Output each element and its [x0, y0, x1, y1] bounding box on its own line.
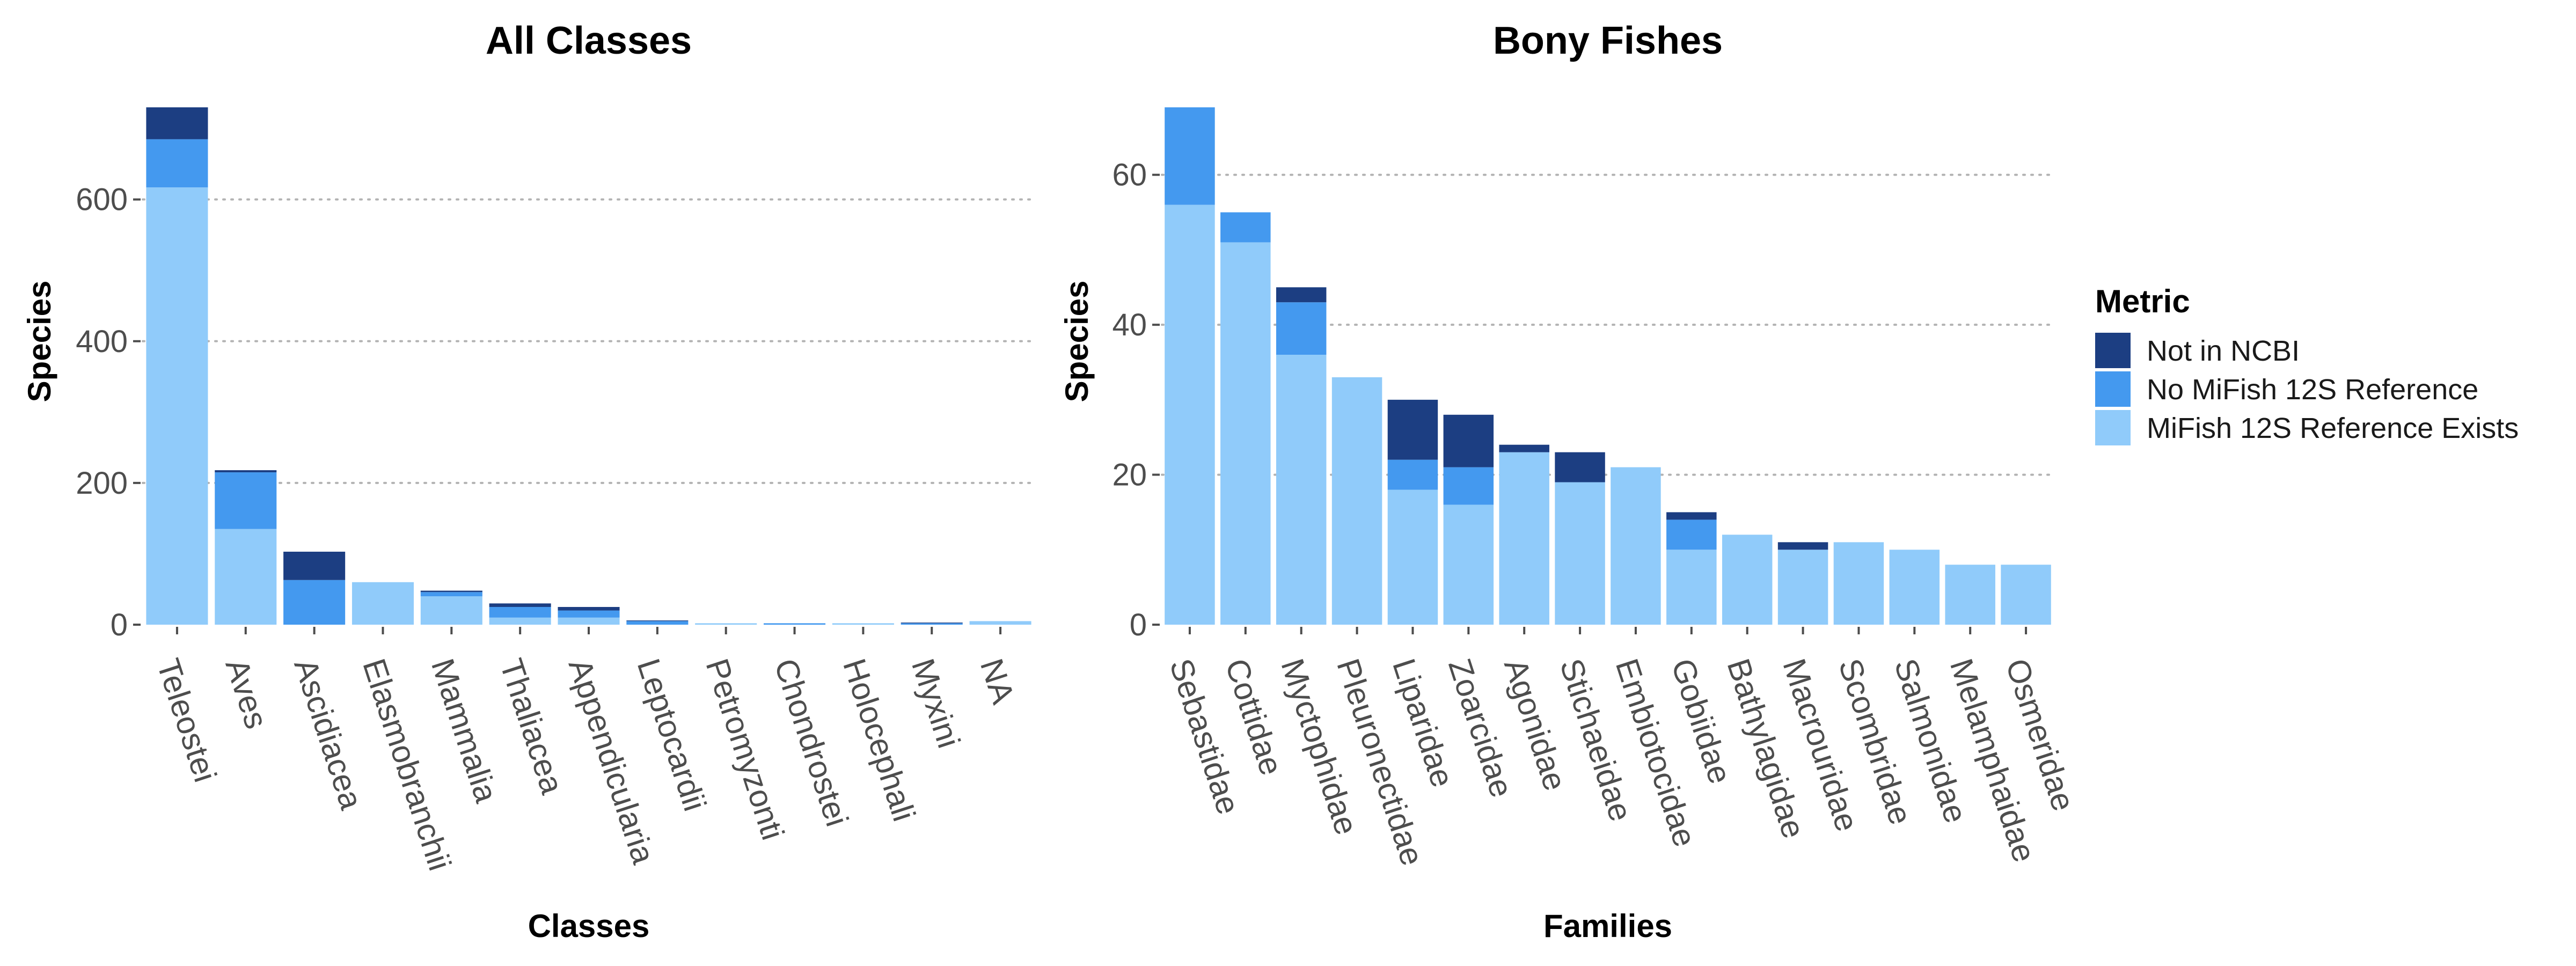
- y-tick-label: 20: [1112, 458, 1147, 493]
- legend-label: No MiFish 12S Reference: [2147, 374, 2478, 406]
- x-tick-label: Leptocardii: [630, 654, 713, 815]
- legend-title: Metric: [2095, 283, 2190, 319]
- bars: [146, 107, 1031, 625]
- bar-segment: [1165, 107, 1215, 205]
- y-axis-title: Species: [1059, 281, 1095, 402]
- bar-segment: [420, 596, 482, 625]
- panel-all-classes: All Classes Species Classes 0 200 400 600 T…: [21, 19, 1036, 944]
- bar-segment: [1777, 550, 1828, 625]
- bar-segment: [1220, 212, 1271, 243]
- legend-swatch: [2095, 410, 2131, 445]
- x-tick-label: Teleostei: [150, 654, 224, 786]
- bar-segment: [1666, 550, 1717, 625]
- bar-segment: [1945, 565, 1995, 625]
- chart-title: All Classes: [486, 19, 692, 62]
- bar-segment: [1499, 444, 1549, 452]
- bar-segment: [146, 187, 208, 625]
- bar-segment: [283, 551, 346, 580]
- bar-segment: [1387, 459, 1438, 490]
- bar-segment: [1220, 242, 1271, 625]
- bar-segment: [215, 529, 277, 625]
- bar-segment: [1443, 504, 1494, 625]
- bar-segment: [1666, 512, 1717, 520]
- legend-swatch: [2095, 371, 2131, 407]
- y-tick-label: 400: [76, 324, 128, 359]
- bar-segment: [489, 617, 551, 625]
- legend-swatch: [2095, 333, 2131, 368]
- bar-segment: [1555, 452, 1605, 482]
- y-tick-labels: 0 200 400 600: [76, 182, 141, 642]
- y-tick-label: 0: [1130, 608, 1147, 642]
- bar-segment: [626, 621, 689, 625]
- bar-segment: [352, 582, 414, 625]
- bar-segment: [1387, 489, 1438, 625]
- bar-segment: [1889, 550, 1940, 625]
- x-axis-title: Families: [1543, 908, 1672, 944]
- x-tick-label: Ascidiacea: [287, 654, 370, 814]
- bar-segment: [215, 470, 277, 473]
- bar-segment: [1722, 535, 1773, 625]
- bar-segment: [969, 621, 1031, 625]
- bar-segment: [489, 606, 551, 618]
- legend-label: MiFish 12S Reference Exists: [2147, 412, 2519, 444]
- bar-segment: [1443, 467, 1494, 505]
- bar-segment: [1666, 519, 1717, 550]
- chart-title: Bony Fishes: [1493, 19, 1723, 62]
- bar-segment: [1276, 287, 1327, 303]
- bar-segment: [1387, 399, 1438, 460]
- bar-segment: [420, 592, 482, 597]
- bars: [1165, 107, 2051, 625]
- bar-segment: [2001, 565, 2051, 625]
- y-tick-label: 40: [1112, 308, 1147, 342]
- bar-segment: [558, 610, 620, 618]
- y-tick-label: 0: [111, 608, 128, 642]
- y-tick-label: 60: [1112, 158, 1147, 193]
- legend-items: Not in NCBI No MiFish 12S Reference MiFish…: [2095, 333, 2519, 445]
- bar-segment: [1331, 377, 1382, 625]
- bar-segment: [1443, 414, 1494, 467]
- bar-segment: [146, 107, 208, 140]
- bar-segment: [901, 623, 963, 625]
- x-axis-title: Classes: [528, 908, 650, 944]
- panel-bony-fishes: Bony Fishes Species Families 0 20 40 60 Seb…: [1059, 19, 2082, 944]
- bar-segment: [832, 623, 894, 625]
- y-axis-title: Species: [21, 281, 57, 402]
- bar-segment: [764, 623, 826, 625]
- bar-segment: [558, 617, 620, 625]
- x-tick-label: NA: [974, 654, 1021, 708]
- legend-label: Not in NCBI: [2147, 335, 2300, 367]
- x-tick-labels: SebastidaeCottidaeMyctophidaePleuronecti…: [1163, 627, 2082, 870]
- bar-segment: [1276, 302, 1327, 355]
- bar-segment: [558, 606, 620, 611]
- legend: Metric Not in NCBI No MiFish 12S Referenc…: [2095, 283, 2519, 445]
- x-tick-label: Mammalia: [425, 654, 504, 807]
- grid-lines: [142, 198, 1036, 484]
- bar-segment: [1833, 542, 1884, 625]
- bar-segment: [215, 472, 277, 529]
- bar-segment: [1276, 355, 1327, 625]
- y-tick-label: 200: [76, 466, 128, 501]
- x-tick-label: Thaliacea: [493, 654, 570, 799]
- x-tick-label: Myxini: [905, 654, 967, 752]
- bar-segment: [489, 603, 551, 607]
- y-tick-labels: 0 20 40 60: [1112, 158, 1160, 642]
- grid-lines: [1161, 173, 2055, 476]
- bar-segment: [1777, 542, 1828, 550]
- bar-segment: [420, 590, 482, 592]
- bar-segment: [146, 139, 208, 188]
- bar-segment: [283, 580, 346, 625]
- bar-segment: [1611, 467, 1661, 625]
- bar-segment: [695, 623, 757, 625]
- bar-segment: [1555, 482, 1605, 625]
- y-tick-label: 600: [76, 182, 128, 217]
- bar-segment: [626, 620, 689, 621]
- bar-segment: [1165, 204, 1215, 625]
- x-tick-label: Aves: [218, 654, 275, 733]
- bar-segment: [1499, 452, 1549, 625]
